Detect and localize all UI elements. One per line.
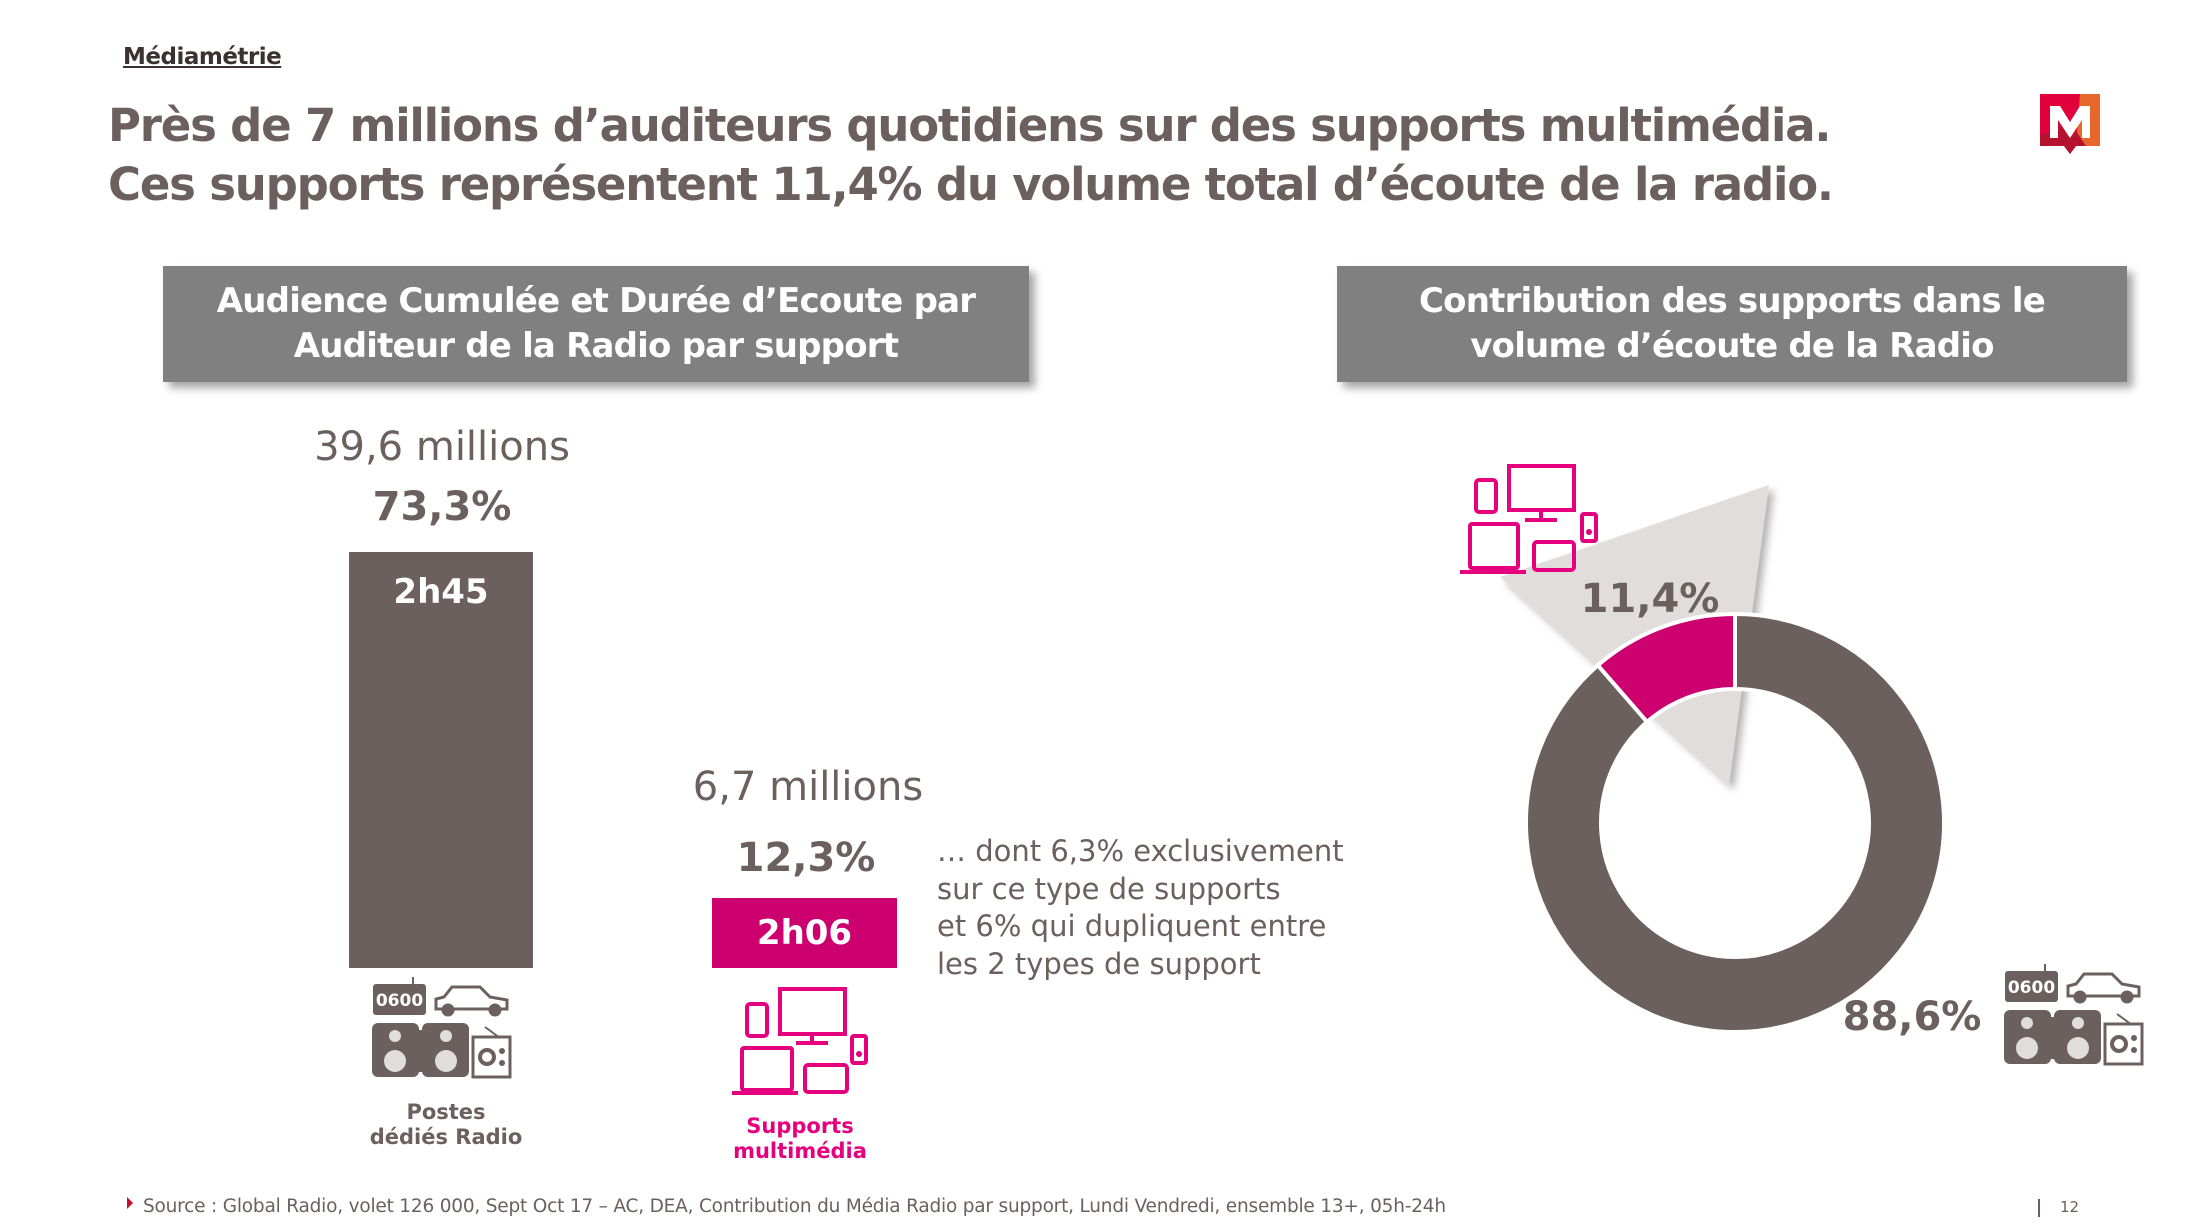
page-separator bbox=[2038, 1198, 2040, 1217]
note-line: … dont 6,3% exclusivement bbox=[937, 834, 1344, 868]
postes-label-line-2: dédiés Radio bbox=[369, 1125, 523, 1149]
music-player-icon bbox=[850, 1034, 868, 1065]
left-heading-line-2: Auditeur de la Radio par support bbox=[293, 326, 899, 366]
donut-slice-radio bbox=[1524, 611, 1946, 1034]
postes-label-line-1: Postes bbox=[406, 1100, 486, 1124]
page-title: Près de 7 millions d’auditeurs quotidien… bbox=[108, 96, 1834, 214]
multimedia-audience-label: 6,7 millions bbox=[692, 764, 924, 810]
clock-display-text: 0600 bbox=[376, 991, 423, 1011]
slice-label-multimedia: 11,4% bbox=[1581, 576, 1720, 622]
left-heading-line-1: Audience Cumulée et Durée d’Ecoute par bbox=[216, 281, 976, 321]
monitor-icon bbox=[1507, 464, 1576, 522]
multimedia-label: Supports multimédia bbox=[733, 1114, 867, 1164]
radio-devices-icon: 0600 bbox=[372, 977, 512, 1079]
note-line: les 2 types de support bbox=[937, 946, 1261, 981]
multimedia-devices-icon bbox=[732, 987, 868, 1095]
source-text: Source : Global Radio, volet 126 000, Se… bbox=[143, 1196, 1446, 1217]
smartphone-icon bbox=[745, 1002, 769, 1038]
multimedia-percent-label: 12,3% bbox=[736, 835, 876, 881]
car-icon bbox=[2066, 972, 2141, 1004]
transistor-radio-icon bbox=[2103, 1013, 2144, 1066]
speakers-icon bbox=[372, 1023, 469, 1077]
multimedia-note: … dont 6,3% exclusivement sur ce type de… bbox=[937, 833, 1344, 983]
right-panel-heading: Contribution des supports dans le volume… bbox=[1337, 266, 2127, 382]
smartphone-icon bbox=[1474, 478, 1498, 514]
alarm-clock-icon: 0600 bbox=[2005, 964, 2058, 1002]
multimedia-label-line-1: Supports bbox=[746, 1114, 854, 1138]
note-line: sur ce type de supports bbox=[937, 871, 1281, 906]
bar-multimedia: 2h06 bbox=[712, 898, 897, 968]
slice-label-radio: 88,6% bbox=[1843, 994, 1982, 1040]
page-number-text: 12 bbox=[2060, 1198, 2080, 1216]
mediametrie-logo-icon bbox=[2040, 94, 2100, 154]
tablet-icon bbox=[803, 1063, 849, 1094]
brand-name: Médiamétrie bbox=[123, 44, 282, 70]
page-title-line-1: Près de 7 millions d’auditeurs quotidien… bbox=[108, 99, 1831, 152]
donut-chart: 11,4% 88,6% bbox=[1500, 485, 1982, 1040]
bar-postes: 2h45 bbox=[349, 552, 533, 968]
page-number: 12 bbox=[2038, 1198, 2079, 1217]
tablet-icon bbox=[1532, 540, 1576, 572]
callout-triangle bbox=[1500, 485, 1769, 785]
speakers-icon bbox=[2004, 1010, 2101, 1064]
source-note: Source : Global Radio, volet 126 000, Se… bbox=[127, 1196, 1446, 1217]
right-heading-line-2: volume d’écoute de la Radio bbox=[1470, 326, 1994, 366]
monitor-icon bbox=[778, 987, 847, 1045]
right-heading-line-1: Contribution des supports dans le bbox=[1419, 281, 2046, 321]
music-player-icon bbox=[1580, 512, 1598, 543]
multimedia-label-line-2: multimédia bbox=[733, 1139, 867, 1163]
bullet-arrow-icon bbox=[127, 1197, 133, 1209]
car-icon bbox=[434, 985, 509, 1017]
laptop-icon bbox=[732, 1046, 798, 1095]
postes-percent-label: 73,3% bbox=[372, 484, 512, 530]
multimedia-duration-label: 2h06 bbox=[756, 913, 853, 954]
laptop-icon bbox=[1460, 522, 1526, 574]
note-line: et 6% qui dupliquent entre bbox=[937, 909, 1327, 943]
radio-devices-icon-donut: 0600 bbox=[2004, 964, 2144, 1066]
clock-display-text: 0600 bbox=[2008, 978, 2055, 998]
page-title-line-2: Ces supports représentent 11,4% du volum… bbox=[108, 158, 1834, 211]
postes-label: Postes dédiés Radio bbox=[370, 1100, 523, 1150]
transistor-radio-icon bbox=[471, 1026, 512, 1079]
postes-duration-label: 2h45 bbox=[393, 572, 489, 612]
multimedia-devices-icon-donut bbox=[1460, 464, 1598, 574]
postes-audience-label: 39,6 millions bbox=[314, 424, 570, 470]
alarm-clock-icon: 0600 bbox=[373, 977, 426, 1015]
left-panel-heading: Audience Cumulée et Durée d’Ecoute par A… bbox=[163, 266, 1029, 382]
